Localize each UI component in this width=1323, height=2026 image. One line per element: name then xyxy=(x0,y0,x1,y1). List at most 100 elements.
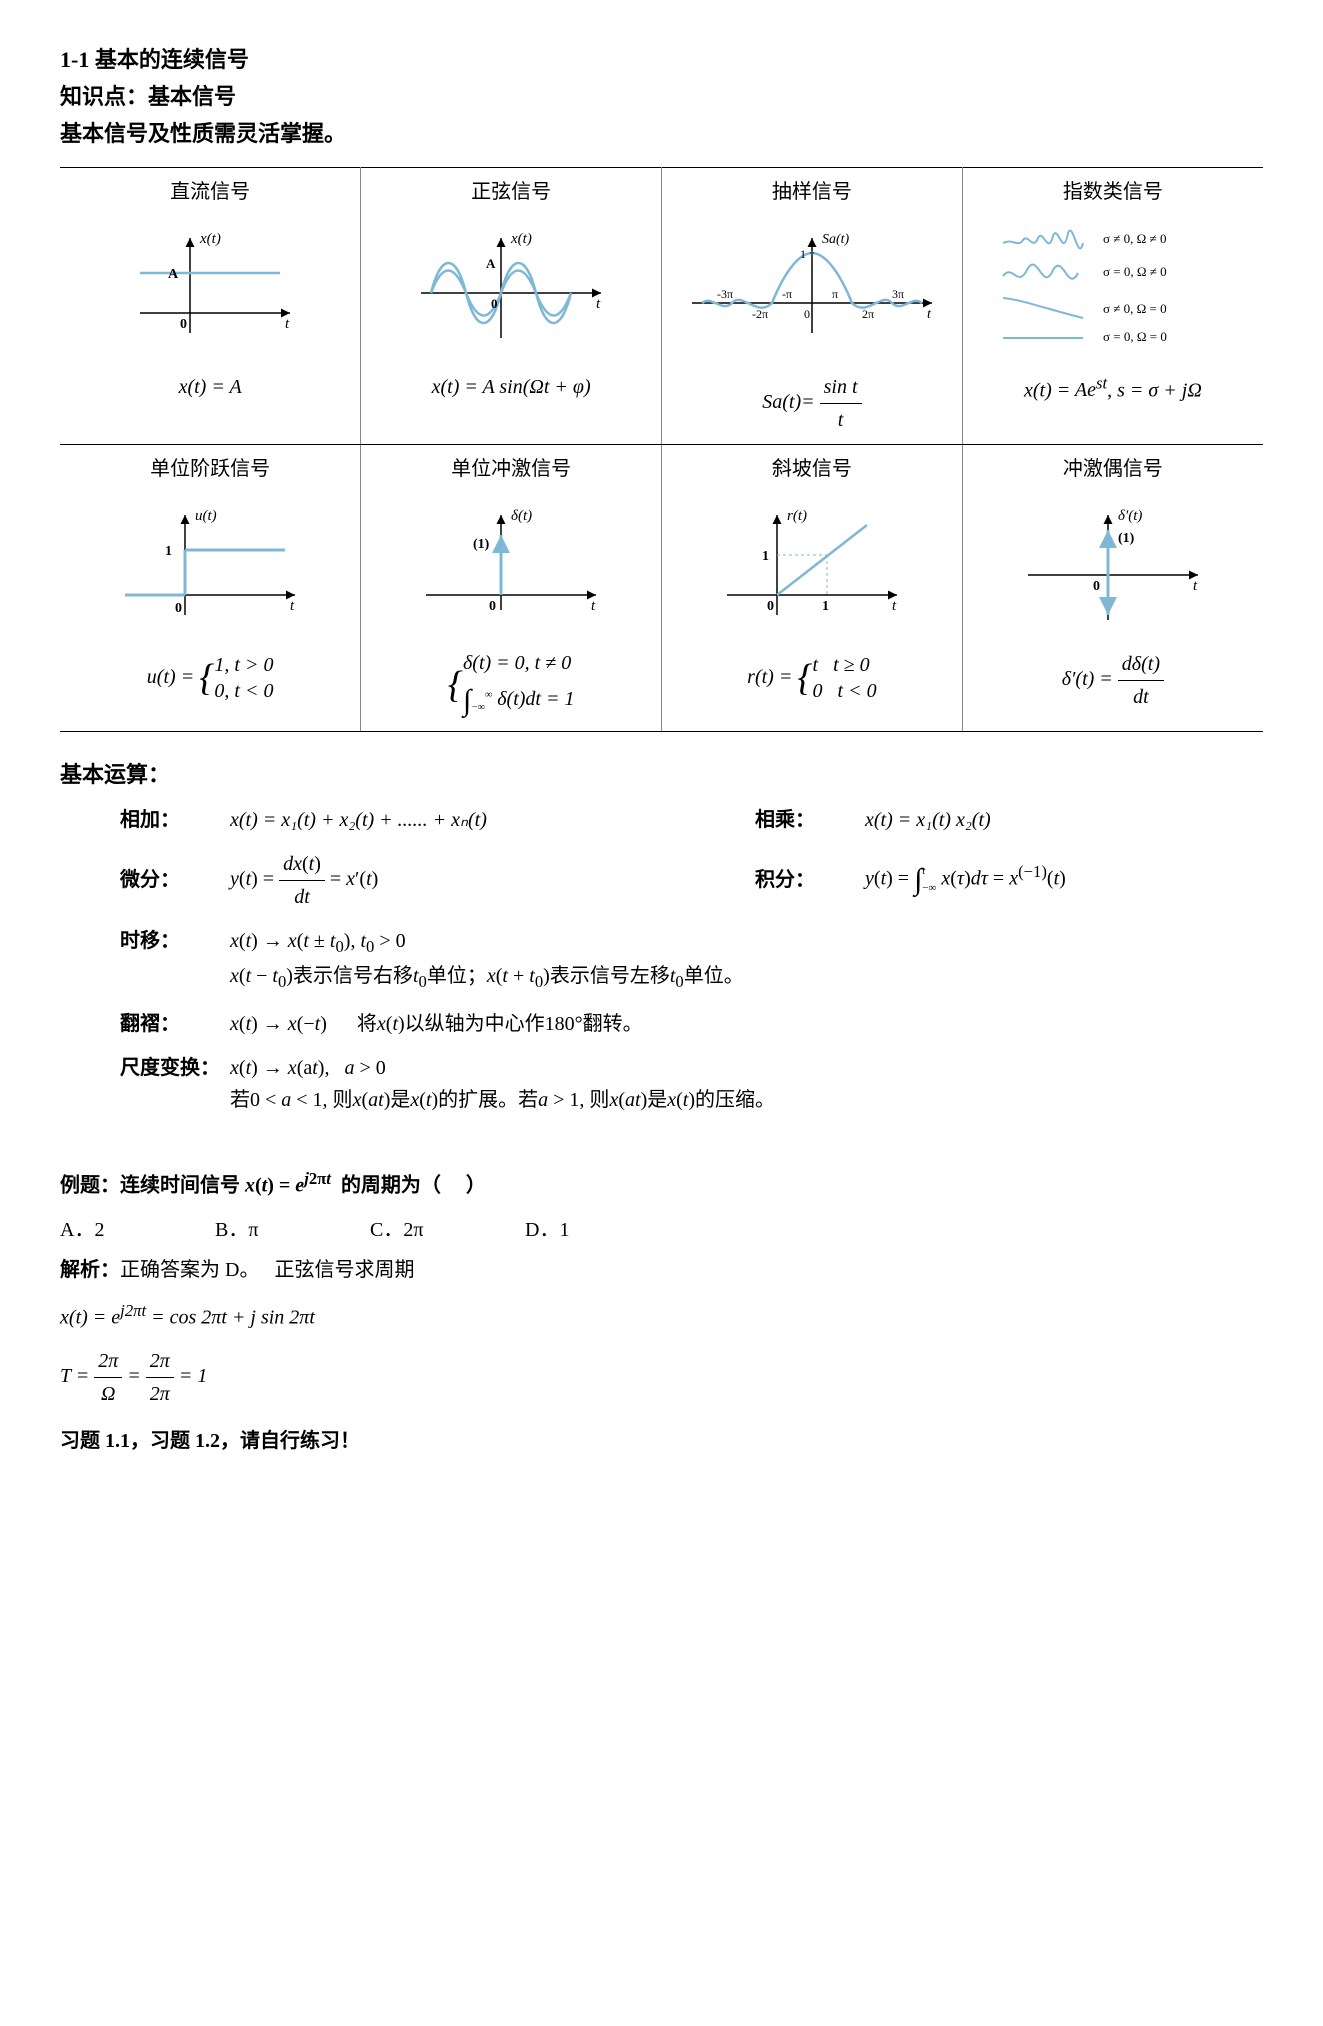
title-exp: 指数类信号 xyxy=(968,176,1258,208)
op-scale-label: 尺度变换： xyxy=(120,1052,230,1084)
op-add-expr: x(t) = x₁(t) + x₂(t) + ...... + xₙ(t) xyxy=(230,804,487,836)
svg-text:-2π: -2π xyxy=(752,307,768,321)
op-diff-label: 微分： xyxy=(120,864,230,896)
A-label: A xyxy=(168,267,179,282)
cell-impulse: 单位冲激信号 δ(t) (1) 0 t {δ(t) = 0, t ≠ 0∫−∞∞… xyxy=(361,444,662,731)
choice-c: C．2π xyxy=(370,1214,520,1246)
op-flip-label: 翻褶： xyxy=(120,1008,230,1040)
cell-sinc: 抽样信号 Sa(t) 1 -3π -2π -π π 2π 3π 0 t Sa(t… xyxy=(662,167,963,444)
op-scale-expr: x(t) → x(at), a > 0 若0 < a < 1, 则x(at)是x… xyxy=(230,1052,775,1116)
svg-text:0: 0 xyxy=(804,307,810,321)
svg-text:-3π: -3π xyxy=(717,287,733,301)
svg-text:1: 1 xyxy=(165,544,172,559)
svg-text:(1): (1) xyxy=(473,537,490,552)
svg-text:0: 0 xyxy=(489,599,496,614)
svg-text:0: 0 xyxy=(180,317,187,332)
svg-text:A: A xyxy=(486,256,496,271)
ops-heading: 基本运算： xyxy=(60,757,1263,792)
svg-text:3π: 3π xyxy=(892,287,904,301)
ylabel: x(t) xyxy=(199,231,221,247)
example-prompt: 例题：连续时间信号 x(t) = ej2πt 的周期为（ ） xyxy=(60,1166,1263,1202)
cell-step: 单位阶跃信号 u(t) 1 0 t u(t) = {1, t > 00, t <… xyxy=(60,444,361,731)
svg-text:t: t xyxy=(285,316,290,332)
example: 例题：连续时间信号 x(t) = ej2πt 的周期为（ ） A．2 B．π C… xyxy=(60,1166,1263,1457)
choice-b: B．π xyxy=(215,1214,365,1246)
svg-text:δ(t): δ(t) xyxy=(511,508,532,524)
graph-impulse: δ(t) (1) 0 t xyxy=(366,490,656,640)
op-diff-expr: y(t) = dx(t)dt = x′(t) xyxy=(230,848,378,913)
op-flip: 翻褶： x(t) → x(−t) 将x(t)以纵轴为中心作180°翻转。 xyxy=(120,1008,1263,1040)
svg-text:t: t xyxy=(290,598,295,614)
svg-text:Sa(t): Sa(t) xyxy=(822,232,850,247)
op-diff-int: 微分： y(t) = dx(t)dt = x′(t) 积分： y(t) = ∫t… xyxy=(120,848,1263,913)
svg-text:t: t xyxy=(1193,578,1198,594)
formula-dc: x(t) = A xyxy=(65,371,355,403)
title-dc: 直流信号 xyxy=(65,176,355,208)
op-add-mul: 相加： x(t) = x₁(t) + x₂(t) + ...... + xₙ(t… xyxy=(120,804,1263,836)
svg-text:2π: 2π xyxy=(862,307,874,321)
formula-ramp: r(t) = {t t ≥ 00 t < 0 xyxy=(667,648,957,709)
formula-sine: x(t) = A sin(Ωt + φ) xyxy=(366,371,656,403)
graph-sinc: Sa(t) 1 -3π -2π -π π 2π 3π 0 t xyxy=(667,213,957,363)
formula-impulse: {δ(t) = 0, t ≠ 0∫−∞∞ δ(t)dt = 1 xyxy=(366,648,656,723)
work-1: x(t) = ej2πt = cos 2πt + j sin 2πt xyxy=(60,1298,1263,1334)
svg-text:t: t xyxy=(591,598,596,614)
svg-text:1: 1 xyxy=(762,549,769,564)
op-flip-expr: x(t) → x(−t) 将x(t)以纵轴为中心作180°翻转。 xyxy=(230,1008,643,1040)
graph-exp: σ ≠ 0, Ω ≠ 0 σ = 0, Ω ≠ 0 σ ≠ 0, Ω = 0 σ… xyxy=(968,213,1258,363)
svg-text:δ′(t): δ′(t) xyxy=(1118,508,1142,524)
op-shift-expr: x(t) → x(t ± t0), t0 > 0 x(t − t0)表示信号右移… xyxy=(230,925,744,996)
svg-text:(1): (1) xyxy=(1118,531,1135,546)
cell-dc: 直流信号 x(t) A 0 t x(t) = A xyxy=(60,167,361,444)
svg-text:t: t xyxy=(892,598,897,614)
title-step: 单位阶跃信号 xyxy=(65,453,355,485)
choices: A．2 B．π C．2π D．1 xyxy=(60,1214,1263,1246)
cell-ramp: 斜坡信号 r(t) 1 0 1 t r(t) = {t t ≥ 00 t < 0 xyxy=(662,444,963,731)
svg-text:t: t xyxy=(596,296,601,312)
op-add-label: 相加： xyxy=(120,804,230,836)
analysis: 解析：正确答案为 D。 正弦信号求周期 xyxy=(60,1254,1263,1286)
op-shift: 时移： x(t) → x(t ± t0), t0 > 0 x(t − t0)表示… xyxy=(120,925,1263,996)
op-shift-label: 时移： xyxy=(120,925,230,957)
cell-exp: 指数类信号 σ ≠ 0, Ω ≠ 0 σ = 0, Ω ≠ 0 σ ≠ 0, Ω… xyxy=(962,167,1263,444)
svg-text:0: 0 xyxy=(491,296,498,311)
exp-legend-3: σ = 0, Ω = 0 xyxy=(1103,329,1167,344)
svg-text:0: 0 xyxy=(767,599,774,614)
exp-legend-2: σ ≠ 0, Ω = 0 xyxy=(1103,301,1167,316)
svg-text:t: t xyxy=(927,307,932,322)
op-scale: 尺度变换： x(t) → x(at), a > 0 若0 < a < 1, 则x… xyxy=(120,1052,1263,1116)
formula-exp: x(t) = Aest, s = σ + jΩ xyxy=(968,371,1258,407)
exp-legend-0: σ ≠ 0, Ω ≠ 0 xyxy=(1103,231,1166,246)
title-ramp: 斜坡信号 xyxy=(667,453,957,485)
formula-doublet: δ′(t) = dδ(t)dt xyxy=(968,648,1258,713)
op-mul-expr: x(t) = x₁(t) x₂(t) xyxy=(865,804,991,836)
graph-ramp: r(t) 1 0 1 t xyxy=(667,490,957,640)
work-2: T = 2πΩ = 2π2π = 1 xyxy=(60,1345,1263,1410)
formula-step: u(t) = {1, t > 00, t < 0 xyxy=(65,648,355,709)
title-doublet: 冲激偶信号 xyxy=(968,453,1258,485)
cell-sine: 正弦信号 x(t) A 0 t x(t) = A sin(Ωt + φ) xyxy=(361,167,662,444)
svg-text:0: 0 xyxy=(1093,579,1100,594)
graph-dc: x(t) A 0 t xyxy=(65,213,355,363)
cell-doublet: 冲激偶信号 δ′(t) (1) 0 t δ′(t) = dδ(t)dt xyxy=(962,444,1263,731)
exp-legend-1: σ = 0, Ω ≠ 0 xyxy=(1103,264,1167,279)
title-sine: 正弦信号 xyxy=(366,176,656,208)
choice-a: A．2 xyxy=(60,1214,210,1246)
op-int-label: 积分： xyxy=(755,864,865,896)
svg-text:x(t): x(t) xyxy=(510,231,532,247)
footer: 习题 1.1，习题 1.2，请自行练习！ xyxy=(60,1425,1263,1457)
formula-sinc: Sa(t)= sin tt xyxy=(667,371,957,436)
svg-text:r(t): r(t) xyxy=(787,508,807,524)
signal-table: 直流信号 x(t) A 0 t x(t) = A 正弦信号 xyxy=(60,167,1263,732)
choice-d: D．1 xyxy=(525,1214,675,1246)
heading-1: 1-1 基本的连续信号 xyxy=(60,42,1263,77)
title-sinc: 抽样信号 xyxy=(667,176,957,208)
graph-step: u(t) 1 0 t xyxy=(65,490,355,640)
svg-text:1: 1 xyxy=(800,247,806,261)
svg-text:u(t): u(t) xyxy=(195,508,217,524)
svg-text:π: π xyxy=(832,287,838,301)
heading-3: 基本信号及性质需灵活掌握。 xyxy=(60,116,1263,151)
svg-text:-π: -π xyxy=(782,287,792,301)
title-impulse: 单位冲激信号 xyxy=(366,453,656,485)
op-int-expr: y(t) = ∫t−∞ x(τ)dτ = x(−1)(t) xyxy=(865,856,1066,904)
